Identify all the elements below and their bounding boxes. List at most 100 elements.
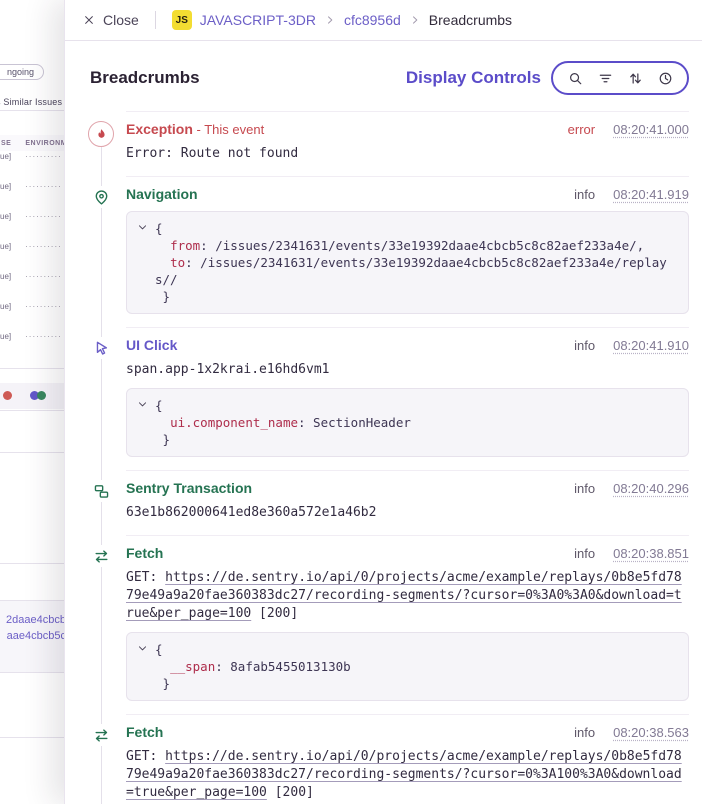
json-key: ui.component_name [170,415,298,430]
chevron-right-icon [324,14,336,26]
activity-dot [37,391,46,400]
breadcrumb-item-sentry-transaction: Sentry Transaction info 08:20:40.296 63e1b8… [90,470,689,535]
breadcrumb-message: GET: https://de.sentry.io/api/0/projects… [126,569,689,623]
chevron-right-icon [409,14,421,26]
breadcrumb-item-fetch-1: Fetch info 08:20:38.851 GET: https://de.sen… [90,535,689,714]
timestamp[interactable]: 08:20:41.000 [613,122,689,137]
json-content: { ui.component_name: SectionHeader } [155,398,411,447]
breadcrumb-icon-column [90,535,126,714]
map-pin-icon [90,186,112,208]
table-row: ue]··········[ [0,332,64,341]
flame-icon [88,121,114,147]
json-content: { __span: 8afab5455013130b } [155,642,351,691]
timestamp[interactable]: 08:20:40.296 [613,481,689,496]
json-detail-block: { __span: 8afab5455013130b } [126,632,689,701]
sort-button[interactable] [621,65,649,91]
message-text: [200] [251,606,299,621]
search-button[interactable] [561,65,589,91]
divider [0,110,64,111]
breadcrumb-body: UI Click info 08:20:41.910 span.app-1x2krai… [126,327,689,470]
table-cell-fragment: ue] [0,302,12,311]
message-text: GET: [126,749,166,764]
breadcrumb-body: Exception - This event error 08:20:41.000 E… [126,111,689,176]
table-cell-fragment: ue] [0,212,12,221]
activity-dot [30,391,39,400]
message-text: GET: [126,570,166,585]
table-cell-fragment: ·········· [25,242,62,251]
message-text: span.app-1x2krai.e16hd6vm1 [126,362,330,377]
json-key: __span [170,659,216,674]
truncated-id: aae4cbcb5c [6,630,64,642]
divider [0,563,64,564]
message-text: Error: Route not found [126,146,299,161]
time-format-button[interactable] [651,65,679,91]
drawer-header: Close JS JAVASCRIPT-3DR cfc8956d Breadcr… [65,0,702,41]
breadcrumb-body: Sentry Transaction info 08:20:40.296 63e1b8… [126,470,689,535]
breadcrumb-item-ui-click: UI Click info 08:20:41.910 span.app-1x2krai… [90,327,689,470]
background-page: ngoing s Similar Issues Replays SE ENVIR… [0,0,64,804]
close-icon [83,14,95,26]
breadcrumb-item-exception: Exception - This event error 08:20:41.000 E… [88,111,689,176]
chevron-down-icon[interactable] [137,643,148,654]
breadcrumb-title: Exception - This event [126,121,265,137]
chevron-down-icon[interactable] [137,222,148,233]
json-key: to [170,255,186,270]
breadcrumb-title: Fetch [126,724,164,740]
transfer-arrows-icon [90,545,112,567]
breadcrumb-title-suffix: - This event [192,122,265,137]
table-row: ue]··········[ [0,182,64,191]
divider [0,737,64,738]
level-badge: error [567,122,596,137]
level-badge: info [574,338,596,353]
timestamp[interactable]: 08:20:38.851 [613,546,689,561]
cursor-icon [90,337,112,359]
chevron-down-icon[interactable] [137,399,148,410]
breadcrumb-message: GET: https://de.sentry.io/api/0/projects… [126,748,689,802]
request-url-link[interactable]: https://de.sentry.io/api/0/projects/acme… [126,570,682,621]
request-url-link[interactable]: https://de.sentry.io/api/0/projects/acme… [126,749,682,800]
table-cell-fragment: ·········· [25,182,62,191]
message-text: [200] [266,785,314,800]
breadcrumb-body: Fetch info 08:20:38.563 GET: https://de.sen… [126,714,689,804]
table-cell-fragment: ue] [0,242,12,251]
replay-timeline-band [0,383,64,409]
breadcrumb-body: Navigation info 08:20:41.919 { from: /issue… [126,176,689,327]
breadcrumb-event-link[interactable]: cfc8956d [343,12,401,28]
breadcrumb-current-page: Breadcrumbs [428,12,513,28]
breadcrumb-icon-column [90,327,126,470]
breadcrumb-item-navigation: Navigation info 08:20:41.919 { from: /issue… [90,176,689,327]
divider [0,452,64,453]
display-controls-annotation: Display Controls [405,68,541,87]
close-button[interactable]: Close [83,12,139,28]
background-tabs: s Similar Issues Replays [0,97,64,107]
timestamp[interactable]: 08:20:38.563 [613,725,689,740]
table-cell-fragment: ue] [0,182,12,191]
breadcrumbs-drawer: Close JS JAVASCRIPT-3DR cfc8956d Breadcr… [64,0,702,804]
breadcrumb-icon-column [90,470,126,535]
breadcrumb-title: Fetch [126,545,164,561]
background-table-header: SE ENVIRONMENT U [0,135,64,151]
stack-icon [90,480,112,502]
column-label: ENVIRONMENT [25,139,64,147]
timestamp[interactable]: 08:20:41.919 [613,187,689,202]
filter-button[interactable] [591,65,619,91]
divider [154,11,156,29]
column-label: SE [1,139,12,147]
breadcrumb-message: 63e1b862000641ed8e360a572e1a46b2 [126,504,689,522]
truncated-id: 2daae4cbcb [6,614,64,626]
timeline-connector [101,141,102,804]
json-detail-block: { ui.component_name: SectionHeader } [126,388,689,457]
breadcrumb-icon-column [90,176,126,327]
timestamp[interactable]: 08:20:41.910 [613,338,689,353]
json-content: { from: /issues/2341631/events/33e19392d… [155,221,667,304]
level-badge: info [574,187,596,202]
table-cell-fragment: ·········· [25,272,62,281]
breadcrumb-message: Error: Route not found [126,145,689,163]
display-controls-pill [551,61,689,95]
breadcrumb-item-fetch-2: Fetch info 08:20:38.563 GET: https://de.sen… [90,714,689,804]
table-cell-fragment: ·········· [25,332,62,341]
breadcrumb-project-link[interactable]: JAVASCRIPT-3DR [199,12,316,28]
table-row: ue]··········[ [0,212,64,221]
level-badge: info [574,481,596,496]
close-label: Close [103,12,139,28]
